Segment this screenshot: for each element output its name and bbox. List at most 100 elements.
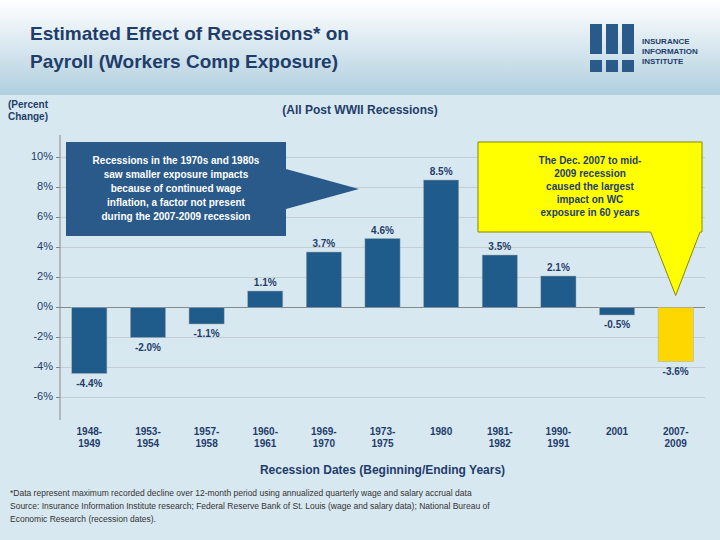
y-tick-label: -6%: [33, 390, 53, 402]
text-line: 1954: [137, 438, 160, 449]
y-tick-label: 10%: [31, 150, 53, 162]
logo-bar: [622, 60, 634, 72]
tick-mark: [56, 247, 60, 248]
tick-mark: [56, 337, 60, 338]
text-line: 2009 recession: [554, 168, 626, 179]
text-line: 1975: [371, 438, 394, 449]
text-line: INSTITUTE: [642, 57, 684, 66]
x-tick-label: 1990-1991: [546, 426, 572, 449]
tick-mark: [56, 157, 60, 158]
logo-bar: [590, 60, 602, 72]
data-label: 3.7%: [312, 238, 335, 249]
bar: [306, 252, 341, 308]
bar: [365, 239, 400, 308]
logo-bar: [606, 60, 618, 72]
text-line: saw smaller exposure impacts: [104, 169, 249, 180]
x-tick-label: 1973-1975: [370, 426, 396, 449]
y-axis: [60, 135, 61, 420]
tick-mark: [56, 187, 60, 188]
data-label: 4.6%: [371, 225, 394, 236]
text-line: impact on WC: [557, 194, 624, 205]
data-label: -2.0%: [135, 342, 161, 353]
annotation: Recessions in the 1970s and 1980s saw sma…: [93, 155, 260, 222]
logo-bar: [606, 24, 618, 54]
chart: Estimated Effect of Recessions* onPayrol…: [0, 0, 720, 540]
text-line: The Dec. 2007 to mid-: [539, 155, 642, 166]
tick-mark: [56, 397, 60, 398]
text-line: Estimated Effect of Recessions* on: [30, 23, 349, 44]
y-tick-label: -2%: [33, 330, 53, 342]
y-tick-label: -4%: [33, 360, 53, 372]
tick-mark: [56, 367, 60, 368]
text-line: Recessions in the 1970s and 1980s: [93, 155, 260, 166]
y-tick-label: 2%: [37, 270, 53, 282]
text-line: because of continued wage: [111, 183, 242, 194]
y-tick-label: 4%: [37, 240, 53, 252]
x-tick-label: 1948-1949: [77, 426, 103, 449]
title: Estimated Effect of Recessions* onPayrol…: [30, 23, 349, 72]
text-line: exposure in 60 years: [541, 207, 640, 218]
x-tick-label: 1953-1954: [135, 426, 161, 449]
y-tick-label: 8%: [37, 180, 53, 192]
text-line: inflation, a factor not present: [107, 197, 245, 208]
data-label: -0.5%: [604, 319, 630, 330]
text-line: 2001: [606, 426, 629, 437]
text-line: 1958: [195, 438, 218, 449]
text-line: 1957-: [194, 426, 220, 437]
text-line: INSURANCE: [642, 37, 690, 46]
annotation-box: [66, 142, 359, 236]
grid-line: [60, 367, 705, 368]
text-line: 1991: [547, 438, 570, 449]
logo: [590, 24, 634, 72]
text-line: 1980: [430, 426, 453, 437]
text-line: Change): [8, 111, 48, 122]
x-tick-label: 1960-1961: [252, 426, 278, 449]
subtitle: (All Post WWII Recessions): [282, 103, 437, 117]
callout-box: [478, 142, 702, 296]
y-tick-label: 0%: [37, 300, 53, 312]
text-line: during the 2007-2009 recession: [102, 211, 251, 222]
text-line: 1953-: [135, 426, 161, 437]
background: [0, 0, 720, 540]
callout: The Dec. 2007 to mid-2009 recessioncause…: [539, 155, 642, 218]
x-tick-label: 1981-1982: [487, 426, 513, 449]
logo-text: INSURANCEINFORMATIONINSTITUTE: [642, 37, 698, 66]
text-line: (Percent: [8, 99, 49, 110]
x-tick-label: 1980: [430, 426, 453, 437]
footnote: Source: Insurance Information Institute …: [10, 501, 490, 511]
bar: [72, 308, 107, 374]
data-label: 1.1%: [254, 277, 277, 288]
x-tick-label: 2007-2009: [663, 426, 689, 449]
bar: [599, 308, 634, 316]
data-label: 8.5%: [430, 166, 453, 177]
tick-mark: [56, 277, 60, 278]
text-line: 1961: [254, 438, 277, 449]
text-line: 2009: [665, 438, 688, 449]
bar: [130, 308, 165, 338]
y-axis-label: (PercentChange): [8, 99, 49, 122]
text-line: 1982: [489, 438, 512, 449]
data-label: -1.1%: [194, 328, 220, 339]
x-tick-label: 2001: [606, 426, 629, 437]
text-line: 1948-: [77, 426, 103, 437]
y-tick-label: 6%: [37, 210, 53, 222]
logo-bar: [590, 24, 602, 54]
data-label: 3.5%: [488, 241, 511, 252]
text-line: 1981-: [487, 426, 513, 437]
data-label: -3.6%: [663, 366, 689, 377]
grid: [56, 158, 705, 398]
text-line: 1960-: [252, 426, 278, 437]
x-axis-label: Recession Dates (Beginning/Ending Years): [260, 463, 505, 477]
grid-line: [60, 397, 705, 398]
text-line: 1949: [78, 438, 101, 449]
footnote: Economic Research (recession dates).: [10, 514, 156, 524]
text-line: 2007-: [663, 426, 689, 437]
header: [0, 0, 720, 95]
logo-bar: [622, 24, 634, 54]
tick-mark: [56, 217, 60, 218]
text-line: 1973-: [370, 426, 396, 437]
text-line: 1970: [313, 438, 336, 449]
text-line: INFORMATION: [642, 47, 698, 56]
bar: [541, 276, 576, 308]
data-label: -4.4%: [76, 378, 102, 389]
